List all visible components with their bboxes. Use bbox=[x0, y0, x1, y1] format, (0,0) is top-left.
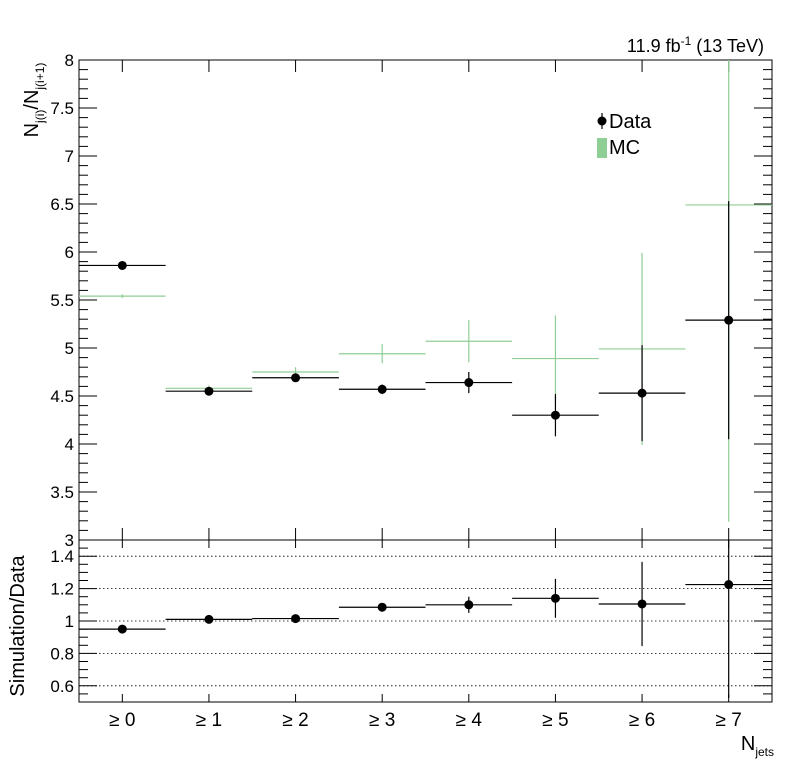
legend-mc-swatch bbox=[597, 138, 607, 158]
svg-text:Nj(i)/Nj(i+1): Nj(i)/Nj(i+1) bbox=[21, 63, 47, 138]
x-tick-label: ≥ 2 bbox=[282, 710, 308, 731]
top-y-tick-label: 6.5 bbox=[50, 195, 74, 214]
legend: Data MC bbox=[597, 111, 652, 159]
top-ylabel-mid: /N bbox=[21, 90, 43, 110]
top-y-tick-label: 3 bbox=[65, 531, 74, 550]
ratio-y-tick-label: 0.6 bbox=[50, 677, 74, 696]
x-tick-label: ≥ 7 bbox=[716, 710, 742, 731]
tick-labels: 3 3.5 4 4.5 5 5.5 6 6.5 7 7.5 8 0.6 0.8 1 1.2 1.4 ≥ 0 ≥ 1… bbox=[50, 51, 741, 731]
lumi-label: 11.9 fb-1 (13 TeV) bbox=[627, 34, 764, 56]
data-point bbox=[377, 384, 387, 394]
top-y-axis-title: Nj(i)/Nj(i+1) bbox=[21, 63, 47, 138]
mc-series bbox=[79, 60, 772, 522]
legend-mc-label: MC bbox=[609, 137, 640, 159]
data-point bbox=[204, 386, 214, 396]
ratio-gridlines bbox=[79, 555, 772, 687]
x-tick-label: ≥ 0 bbox=[109, 710, 135, 731]
top-y-tick-label: 4.5 bbox=[50, 387, 74, 406]
top-ylabel-sub2: j(i+1) bbox=[33, 63, 47, 91]
xlabel-main: N bbox=[741, 733, 755, 755]
ratio-point bbox=[724, 580, 734, 590]
ratio-y-tick-label: 1.4 bbox=[50, 547, 74, 566]
top-y-tick-label: 3.5 bbox=[50, 483, 74, 502]
ratio-point bbox=[377, 602, 387, 612]
lumi-exponent: -1 bbox=[681, 34, 692, 48]
legend-data-marker bbox=[597, 116, 607, 126]
data-point bbox=[724, 315, 734, 325]
ratio-point bbox=[117, 624, 127, 634]
lumi-energy: (13 TeV) bbox=[691, 36, 764, 56]
top-ylabel-main: N bbox=[21, 123, 43, 137]
ratio-series bbox=[79, 540, 772, 698]
x-tick-label: ≥ 6 bbox=[629, 710, 655, 731]
xlabel-sub: jets bbox=[754, 745, 774, 759]
ratio-point bbox=[291, 614, 301, 624]
ratio-point bbox=[204, 614, 214, 624]
top-panel-frame bbox=[78, 59, 773, 541]
axis-ticks bbox=[79, 59, 772, 703]
top-y-tick-label: 4 bbox=[65, 435, 74, 454]
top-ylabel-sub1: j(i) bbox=[33, 110, 47, 124]
x-tick-label: ≥ 4 bbox=[456, 710, 483, 731]
data-point bbox=[637, 388, 647, 398]
top-y-tick-label: 5 bbox=[65, 339, 74, 358]
x-tick-label: ≥ 3 bbox=[369, 710, 395, 731]
ratio-point bbox=[464, 600, 474, 610]
x-tick-label: ≥ 5 bbox=[542, 710, 568, 731]
x-tick-label: ≥ 1 bbox=[196, 710, 222, 731]
x-axis-title: Njets bbox=[741, 733, 774, 759]
top-y-tick-label: 7.5 bbox=[50, 99, 74, 118]
top-y-tick-label: 6 bbox=[65, 243, 74, 262]
data-point bbox=[291, 373, 301, 383]
lumi-value: 11.9 fb bbox=[627, 36, 681, 56]
top-y-tick-label: 5.5 bbox=[50, 291, 74, 310]
data-point bbox=[464, 378, 474, 388]
ratio-y-axis-title: Simulation/Data bbox=[7, 555, 29, 697]
ratio-y-tick-label: 1.2 bbox=[50, 580, 74, 599]
ratio-y-tick-label: 1 bbox=[65, 612, 74, 631]
data-point bbox=[117, 260, 127, 270]
data-series bbox=[79, 201, 772, 442]
data-point bbox=[550, 410, 560, 420]
ratio-point bbox=[550, 593, 560, 603]
legend-data-label: Data bbox=[609, 111, 652, 133]
ratio-y-tick-label: 0.8 bbox=[50, 644, 74, 663]
top-y-tick-label: 7 bbox=[65, 147, 74, 166]
top-y-tick-label: 8 bbox=[65, 51, 74, 70]
ratio-point bbox=[637, 599, 647, 609]
